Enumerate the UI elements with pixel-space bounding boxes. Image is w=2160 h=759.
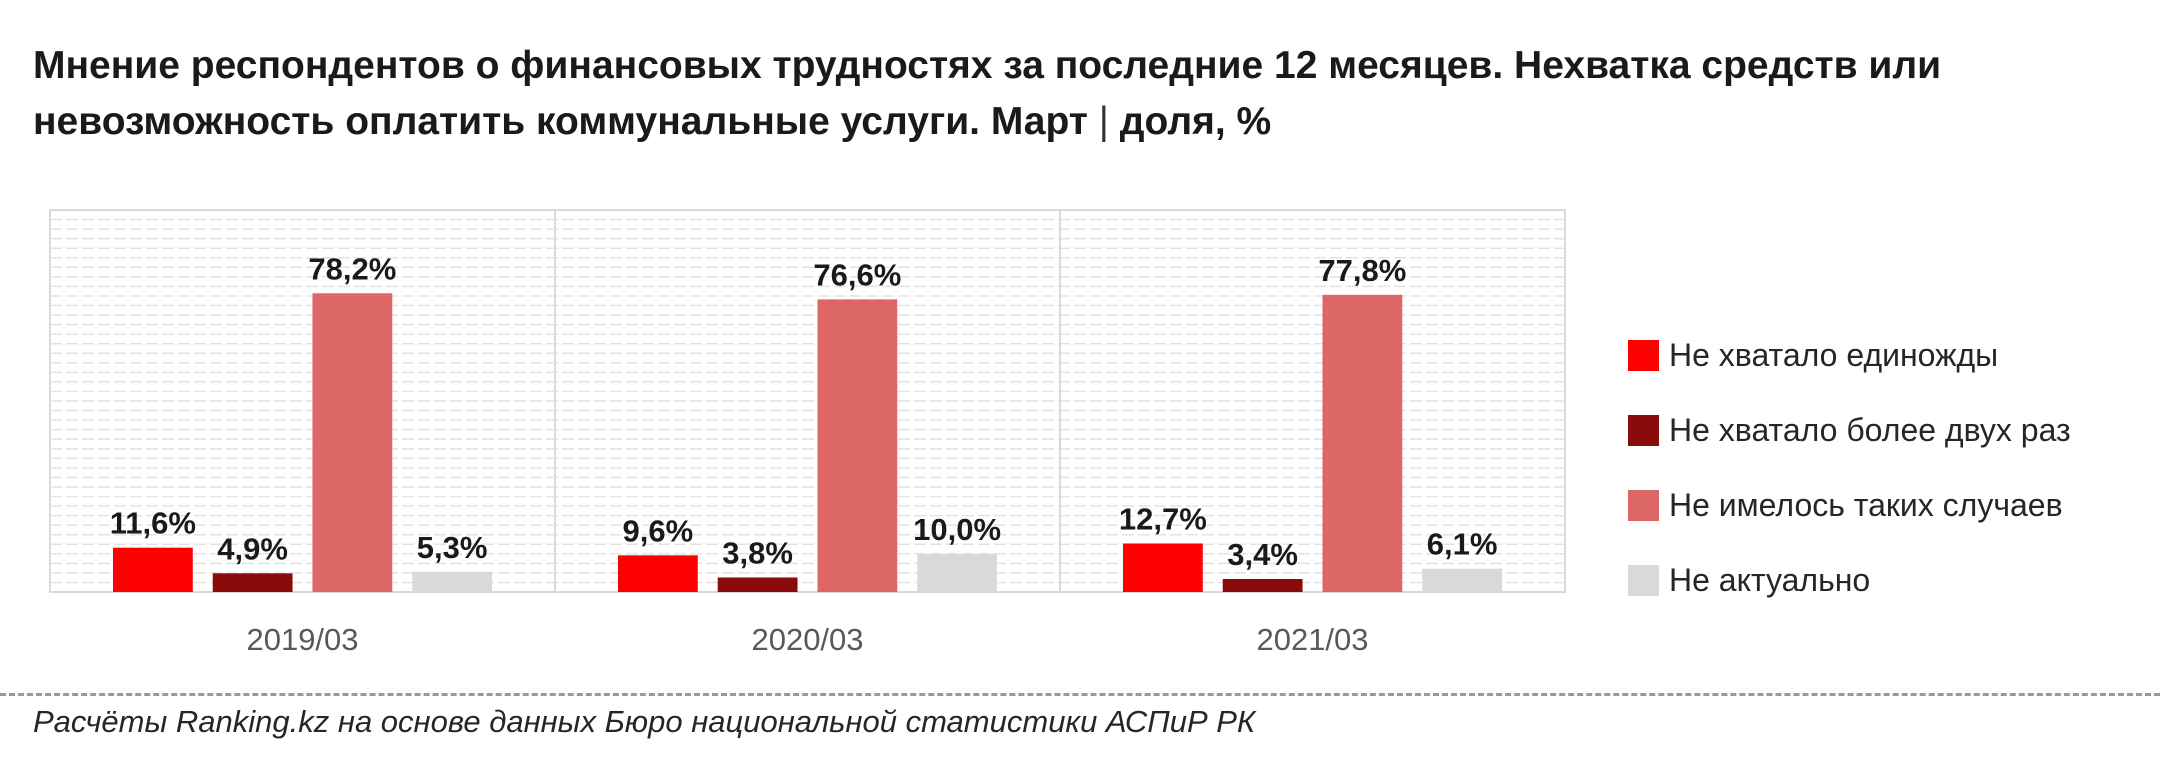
- legend-label: Не хватало более двух раз: [1669, 412, 2071, 448]
- legend-item: Не хватало более двух раз: [1628, 393, 2071, 468]
- bar: [1422, 568, 1503, 592]
- legend-item: Не хватало единожды: [1628, 318, 2071, 393]
- legend-swatch: [1628, 340, 1659, 371]
- bar: [917, 553, 998, 592]
- data-label: 77,8%: [1318, 253, 1406, 288]
- legend-item: Не имелось таких случаев: [1628, 468, 2071, 543]
- legend-swatch: [1628, 565, 1659, 596]
- bar: [717, 577, 798, 592]
- legend-swatch: [1628, 490, 1659, 521]
- bar: [1122, 543, 1203, 592]
- bar: [1222, 579, 1303, 592]
- bar: [412, 571, 493, 592]
- x-tick-label: 2021/03: [1256, 622, 1368, 657]
- chart-title-main: Мнение респондентов о финансовых труднос…: [33, 44, 1942, 143]
- bar: [112, 547, 193, 592]
- bar: [817, 299, 898, 592]
- x-tick-label: 2019/03: [246, 622, 358, 657]
- bar-chart: 11,6% 4,9% 78,2% 5,3% 2019/03 9,6% 3,8% 76,6% 10…: [49, 209, 1566, 657]
- data-label: 11,6%: [110, 506, 196, 541]
- data-label: 5,3%: [417, 530, 488, 565]
- legend-label: Не хватало единожды: [1669, 337, 1999, 373]
- chart-title-unit: доля, %: [1119, 100, 1272, 143]
- data-label: 6,1%: [1427, 527, 1498, 562]
- chart-legend: Не хватало единожды Не хватало более дву…: [1628, 318, 2071, 618]
- title-separator: |: [1087, 100, 1120, 143]
- data-label: 76,6%: [813, 257, 901, 292]
- data-label: 78,2%: [308, 251, 396, 286]
- footer-divider: [0, 693, 2160, 696]
- legend-swatch: [1628, 415, 1659, 446]
- chart-title: Мнение респондентов о финансовых труднос…: [33, 38, 2133, 150]
- data-label: 12,7%: [1119, 501, 1207, 536]
- legend-label: Не актуально: [1669, 562, 1871, 598]
- bar: [312, 293, 393, 592]
- source-note: Расчёты Ranking.kz на основе данных Бюро…: [33, 704, 1256, 739]
- data-label: 4,9%: [217, 531, 288, 566]
- bar: [1322, 294, 1403, 592]
- data-label: 3,4%: [1227, 537, 1298, 572]
- data-label: 9,6%: [623, 513, 694, 548]
- legend-label: Не имелось таких случаев: [1669, 487, 2063, 523]
- data-label: 3,8%: [722, 535, 793, 570]
- bar: [617, 555, 698, 592]
- x-tick-label: 2020/03: [751, 622, 863, 657]
- data-label: 10,0%: [913, 512, 1001, 547]
- legend-item: Не актуально: [1628, 543, 2071, 618]
- bar: [212, 573, 293, 592]
